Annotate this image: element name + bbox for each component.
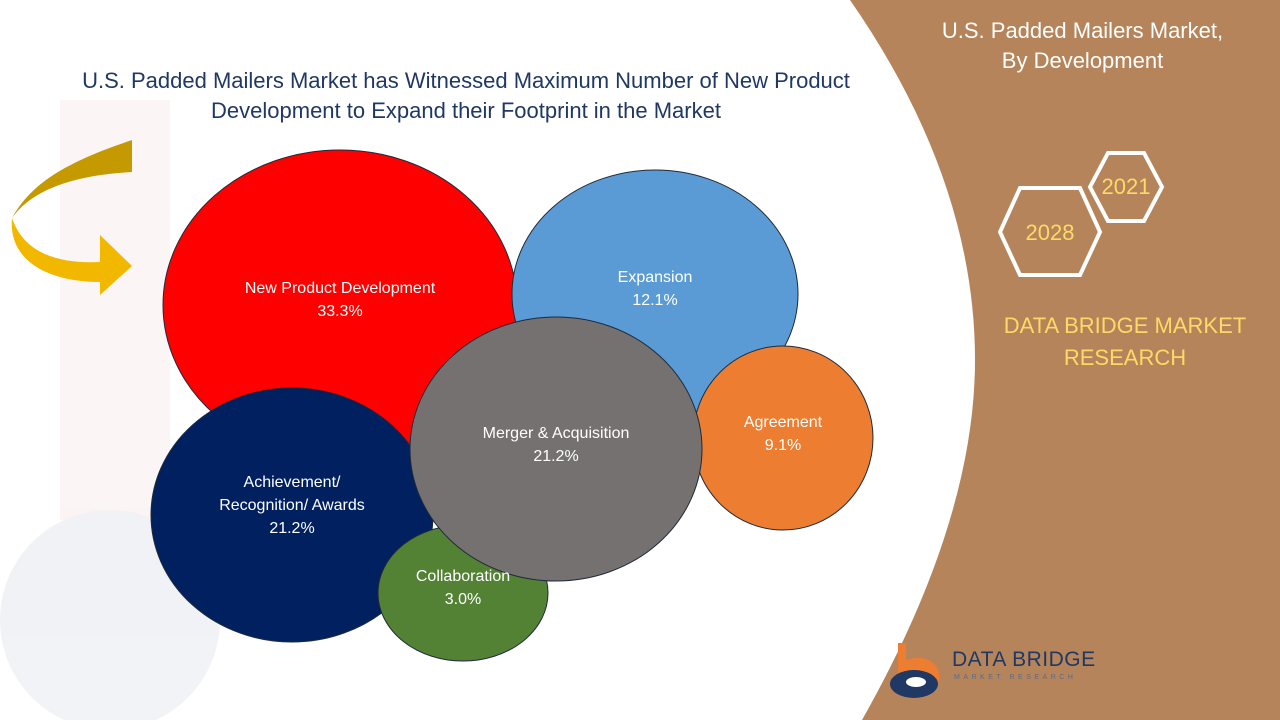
bubble-value-collaboration: 3.0% [445, 591, 481, 608]
bubble-label-new-product-development: New Product Development [245, 280, 436, 297]
bubble-label-achievement-recognition-awards: Achievement/Recognition/ Awards [219, 474, 365, 514]
logo-name: DATA BRIDGE [952, 648, 1096, 671]
bubble-label-collaboration: Collaboration [416, 568, 510, 585]
bubble-value-new-product-development: 33.3% [317, 303, 362, 320]
side-title-line1: U.S. Padded Mailers Market, [941, 18, 1224, 43]
data-bridge-logo-icon [890, 643, 940, 698]
bubble-chart: New Product Development 33.3% Expansion 12.… [150, 149, 874, 662]
curved-arrow-icon [11, 140, 132, 295]
bubble-label-expansion: Expansion [618, 269, 693, 286]
logo-subtitle: MARKET RESEARCH [954, 674, 1077, 681]
bubble-value-achievement-recognition-awards: 21.2% [269, 520, 314, 537]
brand-line1: DATA BRIDGE MARKET [1003, 313, 1247, 338]
year-end-label: 2028 [1025, 220, 1075, 245]
bubble-label-merger-acquisition: Merger & Acquisition [483, 425, 630, 442]
bubble-value-merger-acquisition: 21.2% [533, 448, 578, 465]
bubble-value-agreement: 9.1% [765, 437, 801, 454]
page-title: U.S. Padded Mailers Market has Witnessed… [82, 68, 850, 123]
side-title-line2: By Development [1001, 48, 1164, 73]
side-panel-background [850, 0, 1280, 720]
side-panel-title: U.S. Padded Mailers Market, By Developme… [910, 16, 1255, 76]
hexagon-2021-icon [1087, 151, 1165, 223]
brand-line2: RESEARCH [1063, 345, 1187, 370]
bubble-value-expansion: 12.1% [632, 292, 677, 309]
year-start-label: 2021 [1101, 174, 1151, 199]
brand-name: DATA BRIDGE MARKET RESEARCH [980, 310, 1270, 374]
bubble-label-agreement: Agreement [744, 414, 823, 431]
bubble-merger-acquisition [409, 316, 703, 582]
hexagon-2028-icon [997, 186, 1103, 277]
